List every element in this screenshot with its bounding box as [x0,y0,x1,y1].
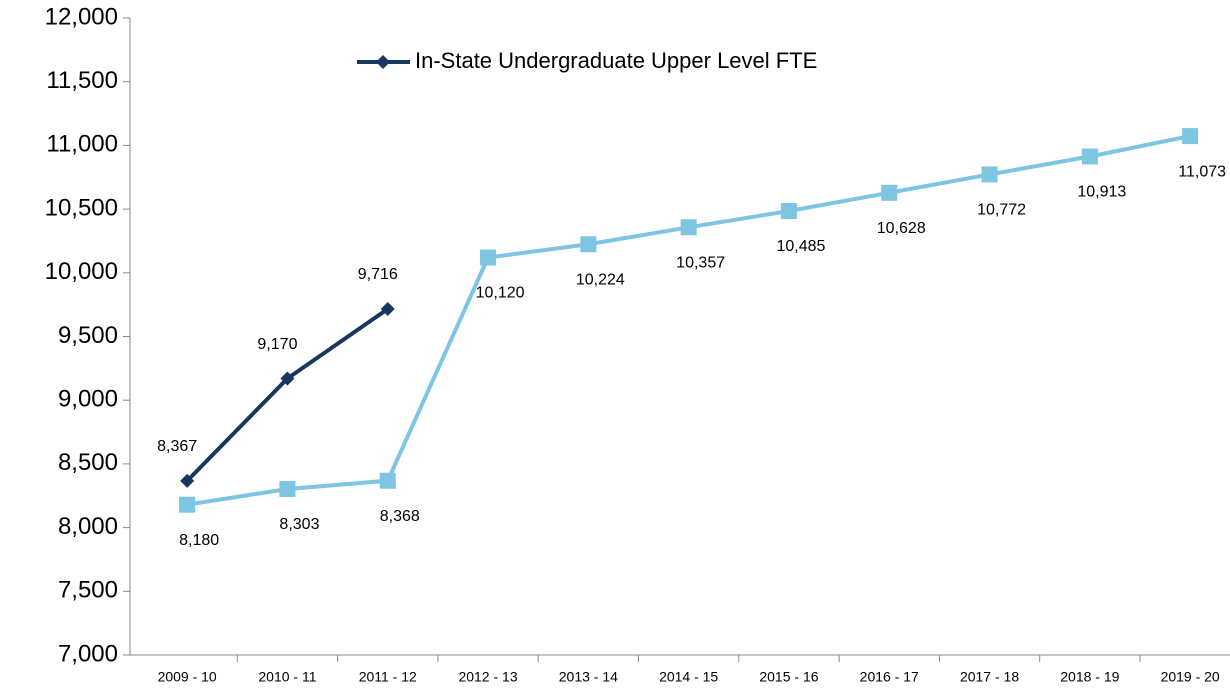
marker [480,249,497,266]
x-tick-label: 2013 - 14 [559,669,618,685]
series-line [185,307,389,483]
x-tick-label: 2012 - 13 [458,669,517,685]
x-tick-label: 2015 - 16 [759,669,818,685]
data-label: 10,485 [776,238,825,255]
marker [981,166,998,183]
marker [279,480,296,497]
data-label: 10,120 [476,285,525,302]
marker [280,371,295,386]
marker [376,55,390,69]
marker [580,236,597,253]
y-tick-label: 7,500 [58,577,118,604]
data-label: 9,170 [257,336,297,353]
y-tick-label: 10,500 [45,194,118,221]
legend-label: In-State Undergraduate Upper Level FTE [415,48,817,73]
series-line [186,134,1191,507]
marker [1182,128,1199,145]
marker [780,203,797,220]
y-tick-label: 12,000 [45,3,118,30]
data-label: 8,368 [380,508,420,525]
data-label: 8,367 [157,438,197,455]
x-tick-label: 2018 - 19 [1060,669,1119,685]
y-tick-label: 11,000 [46,131,118,158]
data-label: 10,628 [877,220,926,237]
x-tick-label: 2014 - 15 [659,669,718,685]
data-label: 8,180 [179,532,219,549]
marker [180,473,195,488]
data-label: 10,224 [576,271,625,288]
y-tick-label: 9,000 [58,386,118,413]
data-label: 10,913 [1077,184,1126,201]
data-label: 10,357 [676,255,725,272]
data-label: 9,716 [358,266,398,283]
y-tick-label: 11,500 [46,67,118,94]
y-tick-label: 8,000 [58,513,118,540]
y-tick-label: 9,500 [58,322,118,349]
marker [380,301,395,316]
y-tick-label: 10,000 [45,258,118,285]
x-tick-label: 2016 - 17 [860,669,919,685]
marker [1081,148,1098,165]
marker [179,496,196,513]
y-tick-label: 7,000 [58,640,118,667]
x-tick-label: 2011 - 12 [359,669,417,685]
data-label: 10,772 [977,202,1026,219]
marker [881,184,898,201]
x-tick-label: 2017 - 18 [960,669,1019,685]
marker [379,472,396,489]
data-label: 8,303 [279,516,319,533]
x-tick-label: 2010 - 11 [258,669,316,685]
x-tick-label: 2019 - 20 [1161,669,1220,685]
y-tick-label: 8,500 [58,449,118,476]
x-tick-label: 2009 - 10 [158,669,217,685]
data-label: 11,073 [1178,163,1226,180]
marker [680,219,697,236]
